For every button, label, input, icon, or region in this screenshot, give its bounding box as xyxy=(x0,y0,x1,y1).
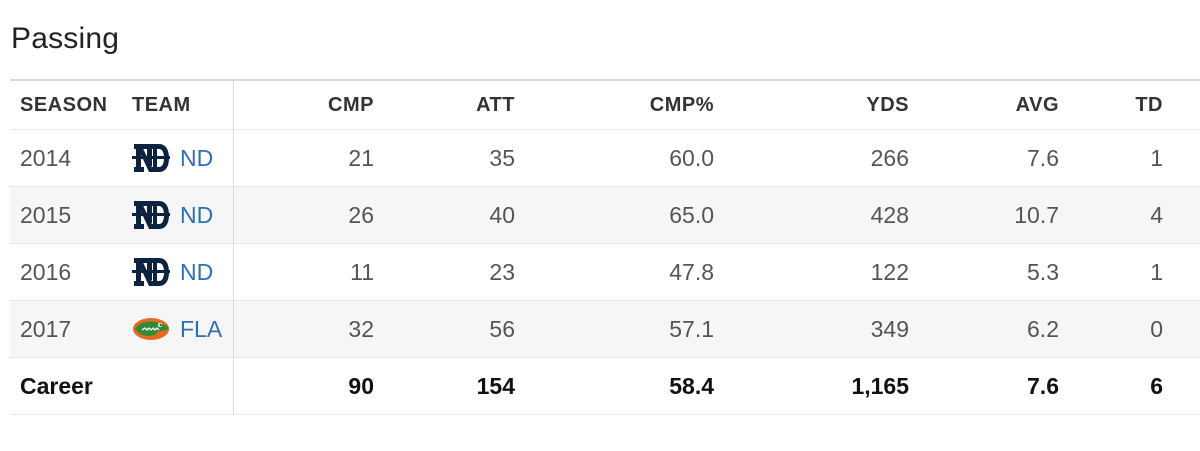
cmp-pct-cell: 57.1 xyxy=(669,315,714,342)
career-label: Career xyxy=(20,372,93,399)
column-divider xyxy=(233,187,234,243)
cmp-pct-cell: 65.0 xyxy=(669,201,714,228)
cmp-total: 90 xyxy=(348,372,374,399)
cmp-pct-cell: 47.8 xyxy=(669,258,714,285)
avg-cell: 10.7 xyxy=(1014,201,1059,228)
header-att[interactable]: ATT xyxy=(476,93,515,116)
att-cell: 56 xyxy=(489,315,515,342)
team-link[interactable]: ND xyxy=(180,144,214,171)
team-link[interactable]: FLA xyxy=(180,315,223,342)
att-total: 154 xyxy=(476,372,515,399)
yds-cell: 122 xyxy=(870,258,909,285)
yds-cell: 428 xyxy=(870,201,909,228)
career-totals-row: Career 90 154 58.4 1,165 7.6 6 xyxy=(10,358,1200,415)
team-link[interactable]: ND xyxy=(180,258,214,285)
table-header-row: SEASON TEAM CMP ATT CMP% YDS AVG TD xyxy=(10,81,1200,130)
notre-dame-logo-icon[interactable] xyxy=(132,255,170,289)
team-cell: ND xyxy=(132,187,213,243)
season-cell: 2016 xyxy=(20,258,72,285)
cmp-pct-cell: 60.0 xyxy=(669,144,714,171)
header-avg[interactable]: AVG xyxy=(1015,93,1059,116)
notre-dame-logo-icon[interactable] xyxy=(132,198,170,232)
td-cell: 1 xyxy=(1150,258,1163,285)
td-cell: 0 xyxy=(1150,315,1163,342)
yds-cell: 266 xyxy=(870,144,909,171)
cmp-cell: 11 xyxy=(350,258,374,285)
att-cell: 40 xyxy=(489,201,515,228)
cmp-cell: 32 xyxy=(348,315,374,342)
season-cell: 2015 xyxy=(20,201,72,228)
table-row: 2017 FLA 32 56 57.1 349 6.2 0 xyxy=(10,301,1200,358)
yds-total: 1,165 xyxy=(851,372,909,399)
team-cell: FLA xyxy=(132,301,222,357)
td-total: 6 xyxy=(1150,372,1163,399)
cmp-cell: 26 xyxy=(348,201,374,228)
td-cell: 4 xyxy=(1150,201,1163,228)
table-row: 2016 ND 11 23 47.8 122 5.3 1 xyxy=(10,244,1200,301)
header-cmp[interactable]: CMP xyxy=(328,93,374,116)
team-link[interactable]: ND xyxy=(180,201,214,228)
column-divider xyxy=(233,358,234,414)
td-cell: 1 xyxy=(1150,144,1163,171)
header-td[interactable]: TD xyxy=(1135,93,1163,116)
avg-cell: 7.6 xyxy=(1027,144,1059,171)
yds-cell: 349 xyxy=(870,315,909,342)
season-cell: 2017 xyxy=(20,315,72,342)
table-row: 2015 ND 26 40 65.0 428 10.7 4 xyxy=(10,187,1200,244)
avg-cell: 5.3 xyxy=(1027,258,1059,285)
column-divider xyxy=(233,301,234,357)
header-season[interactable]: SEASON xyxy=(20,93,108,116)
table-row: 2014 ND 21 35 60.0 266 7.6 1 xyxy=(10,130,1200,187)
column-divider xyxy=(233,244,234,300)
team-cell: ND xyxy=(132,244,213,300)
avg-total: 7.6 xyxy=(1027,372,1059,399)
notre-dame-logo-icon[interactable] xyxy=(132,141,170,175)
florida-gator-logo-icon[interactable] xyxy=(132,312,170,346)
avg-cell: 6.2 xyxy=(1027,315,1059,342)
season-cell: 2014 xyxy=(20,144,72,171)
header-cmp-pct[interactable]: CMP% xyxy=(649,93,714,116)
cmp-cell: 21 xyxy=(348,144,374,171)
column-divider xyxy=(233,81,234,129)
section-title: Passing xyxy=(11,22,120,55)
att-cell: 35 xyxy=(489,144,515,171)
att-cell: 23 xyxy=(489,258,515,285)
team-cell: ND xyxy=(132,130,213,186)
header-team[interactable]: TEAM xyxy=(132,93,191,116)
passing-stats-table: SEASON TEAM CMP ATT CMP% YDS AVG TD 2014… xyxy=(10,79,1200,415)
header-yds[interactable]: YDS xyxy=(866,93,909,116)
cmp-pct-total: 58.4 xyxy=(669,372,714,399)
column-divider xyxy=(233,130,234,186)
